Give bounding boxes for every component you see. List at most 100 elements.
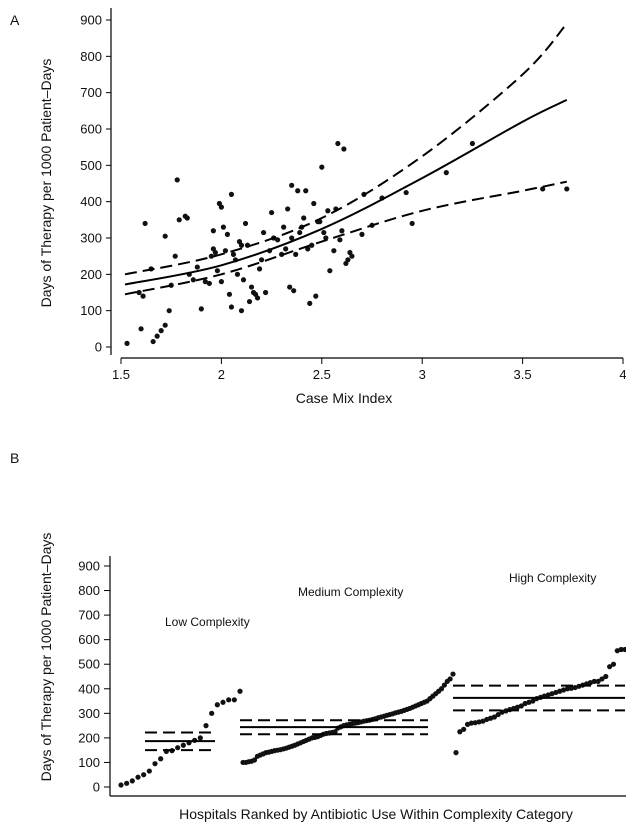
- panel-b-data-point: [438, 686, 445, 692]
- panel-a-data-point: [564, 186, 570, 192]
- panel-b-data-point: [226, 697, 232, 703]
- panel-a-data-point: [301, 215, 307, 221]
- panel-a-data-point: [214, 268, 220, 274]
- panel-b-data-point: [146, 768, 152, 774]
- panel-a-data-point: [208, 253, 214, 259]
- panel-a-data-point: [230, 251, 237, 257]
- panel-b-data-point: [607, 664, 613, 670]
- panel-a-data-point: [150, 338, 156, 345]
- panel-a-data-point: [218, 279, 224, 285]
- panel-a-x-tick-label: 2: [218, 367, 225, 382]
- panel-b-y-tick-label: 800: [78, 583, 100, 598]
- panel-a-data-point: [254, 295, 261, 301]
- panel-a-data-point: [138, 326, 144, 332]
- panel-b-y-tick-label: 700: [78, 608, 100, 623]
- panel-b-y-tick-label: 400: [78, 681, 100, 696]
- panel-a-data-point: [540, 186, 546, 192]
- panel-b-data-point: [141, 772, 147, 778]
- panel-b-data-point: [231, 697, 237, 703]
- panel-b-y-tick-label: 900: [78, 559, 100, 574]
- panel-a-data-point: [339, 228, 345, 234]
- panel-b-data-point: [595, 678, 601, 685]
- medium-complexity-label: Medium Complexity: [298, 585, 403, 599]
- panel-a-data-point: [176, 217, 182, 223]
- panel-a-data-point: [469, 140, 475, 147]
- panel-a-data-point: [256, 266, 263, 272]
- panel-b-data-point: [568, 685, 574, 691]
- panel-a: A 0 100 200 300 400 500 600 700 800 900 1.5 2 2.5 3 3.…: [10, 8, 626, 406]
- panel-a-data-point: [202, 279, 208, 285]
- panel-a-data-point: [349, 253, 355, 259]
- panel-a-data-point: [327, 268, 333, 274]
- panel-a-data-point: [409, 220, 415, 227]
- panel-a-data-point: [238, 242, 245, 248]
- panel-a-data-point: [289, 235, 295, 241]
- panel-b-data-point: [203, 723, 209, 729]
- panel-b-data-point: [332, 729, 338, 735]
- high-complexity-label: High Complexity: [509, 571, 596, 585]
- panel-a-y-tick-label: 600: [80, 122, 102, 137]
- panel-a-data-point: [222, 248, 229, 254]
- panel-b-data-point: [461, 726, 467, 732]
- panel-a-data-point: [140, 293, 146, 299]
- panel-a-data-point: [234, 271, 241, 277]
- panel-a-data-point: [341, 146, 347, 152]
- panel-b-data-point: [518, 703, 524, 709]
- panel-b-data-point: [175, 745, 181, 751]
- panel-b-data-point: [214, 702, 220, 708]
- panel-b-data-point: [251, 757, 258, 763]
- panel-a-data-point: [166, 308, 172, 314]
- panel-b-x-axis-label: Hospitals Ranked by Antibiotic Use Withi…: [179, 806, 573, 822]
- panel-b-data-point: [622, 646, 626, 653]
- panel-a-x-tick-label: 4: [619, 367, 626, 382]
- panel-a-data-point: [313, 293, 319, 299]
- panel-a-y-tick-label: 800: [80, 49, 102, 64]
- panel-a-data-point: [228, 304, 235, 310]
- panel-b-y-tick-label: 300: [78, 706, 100, 721]
- panel-a-data-point: [262, 289, 269, 296]
- panel-b-data-point: [618, 646, 624, 653]
- panel-a-data-point: [228, 191, 235, 197]
- panel-b-data-point: [491, 714, 498, 720]
- panel-a-data-point: [297, 229, 303, 236]
- panel-a-data-point: [184, 215, 190, 221]
- panel-a-data-point: [246, 298, 253, 305]
- panel-b-data-point: [476, 719, 482, 725]
- panel-a-data-point: [242, 220, 249, 227]
- panel-a-data-point: [319, 164, 325, 170]
- panel-a-data-point: [303, 188, 309, 194]
- panel-a-data-point: [287, 284, 293, 290]
- panel-b-data-point: [591, 678, 597, 685]
- panel-b-data-point: [453, 750, 459, 756]
- panel-b-data-point: [220, 699, 226, 705]
- panel-a-y-tick-label: 500: [80, 158, 102, 173]
- panel-a-data-point: [198, 306, 204, 312]
- panel-b-label: B: [10, 450, 19, 466]
- panel-a-x-tick-label: 1.5: [112, 367, 130, 382]
- panel-b-data-point: [118, 782, 124, 788]
- panel-a-data-point: [162, 322, 168, 328]
- panel-b-data-point: [124, 780, 130, 786]
- panel-a-data-point: [321, 229, 327, 236]
- panel-a-y-tick-label: 300: [80, 231, 102, 246]
- panel-a-label: A: [10, 12, 20, 28]
- panel-a-data-point: [142, 220, 148, 227]
- panel-a-y-tick-label: 0: [95, 340, 102, 355]
- panel-a-fit-line: [124, 99, 568, 286]
- panel-a-data-point: [309, 242, 315, 248]
- panel-a-data-point: [359, 231, 365, 237]
- panel-b-data-point: [450, 671, 456, 677]
- panel-a-data-point: [162, 233, 168, 239]
- panel-b-data-point: [472, 720, 478, 726]
- panel-a-data-point: [325, 208, 331, 214]
- panel-b-data-point: [610, 661, 617, 667]
- panel-b-points: [118, 646, 626, 788]
- panel-b-data-point: [197, 735, 203, 741]
- panel-a-data-point: [174, 177, 180, 183]
- panel-a-axes: 0 100 200 300 400 500 600 700 800 900 1.5 2 2.5 3 3.5 4: [80, 8, 626, 382]
- panel-b-y-tick-label: 100: [78, 755, 100, 770]
- panel-a-ci-upper-line: [124, 22, 568, 276]
- panel-a-data-point: [154, 333, 160, 339]
- panel-b-axes: 0 100 200 300 400 500 600 700 800 900: [78, 556, 626, 797]
- panel-a-data-point: [224, 231, 231, 237]
